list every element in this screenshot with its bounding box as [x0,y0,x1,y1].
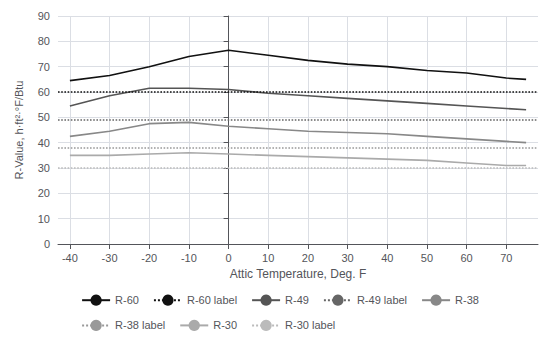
svg-text:-10: -10 [181,252,197,264]
svg-text:R-Value, h·ft²·°F/Btu: R-Value, h·ft²·°F/Btu [13,81,25,180]
svg-text:60: 60 [460,252,472,264]
svg-text:-30: -30 [102,252,118,264]
svg-text:50: 50 [38,111,50,123]
svg-text:90: 90 [38,10,50,22]
svg-text:70: 70 [500,252,512,264]
svg-text:30: 30 [341,252,353,264]
svg-text:70: 70 [38,61,50,73]
svg-text:80: 80 [38,35,50,47]
svg-text:-40: -40 [62,252,78,264]
svg-text:30: 30 [38,162,50,174]
svg-text:20: 20 [302,252,314,264]
svg-text:50: 50 [421,252,433,264]
svg-text:R-60 label: R-60 label [187,294,237,306]
svg-text:0: 0 [44,238,50,250]
svg-text:60: 60 [38,86,50,98]
svg-text:R-49 label: R-49 label [357,294,407,306]
svg-text:40: 40 [381,252,393,264]
svg-text:20: 20 [38,187,50,199]
svg-text:R-30 label: R-30 label [285,319,335,331]
svg-text:R-38 label: R-38 label [115,319,165,331]
svg-text:10: 10 [262,252,274,264]
svg-text:10: 10 [38,213,50,225]
svg-text:R-30: R-30 [213,319,237,331]
svg-text:R-49: R-49 [285,294,309,306]
svg-text:40: 40 [38,137,50,149]
svg-text:R-60: R-60 [115,294,139,306]
svg-text:R-38: R-38 [455,294,479,306]
svg-text:0: 0 [226,252,232,264]
svg-text:-20: -20 [141,252,157,264]
svg-text:Attic Temperature, Deg. F: Attic Temperature, Deg. F [230,267,367,281]
